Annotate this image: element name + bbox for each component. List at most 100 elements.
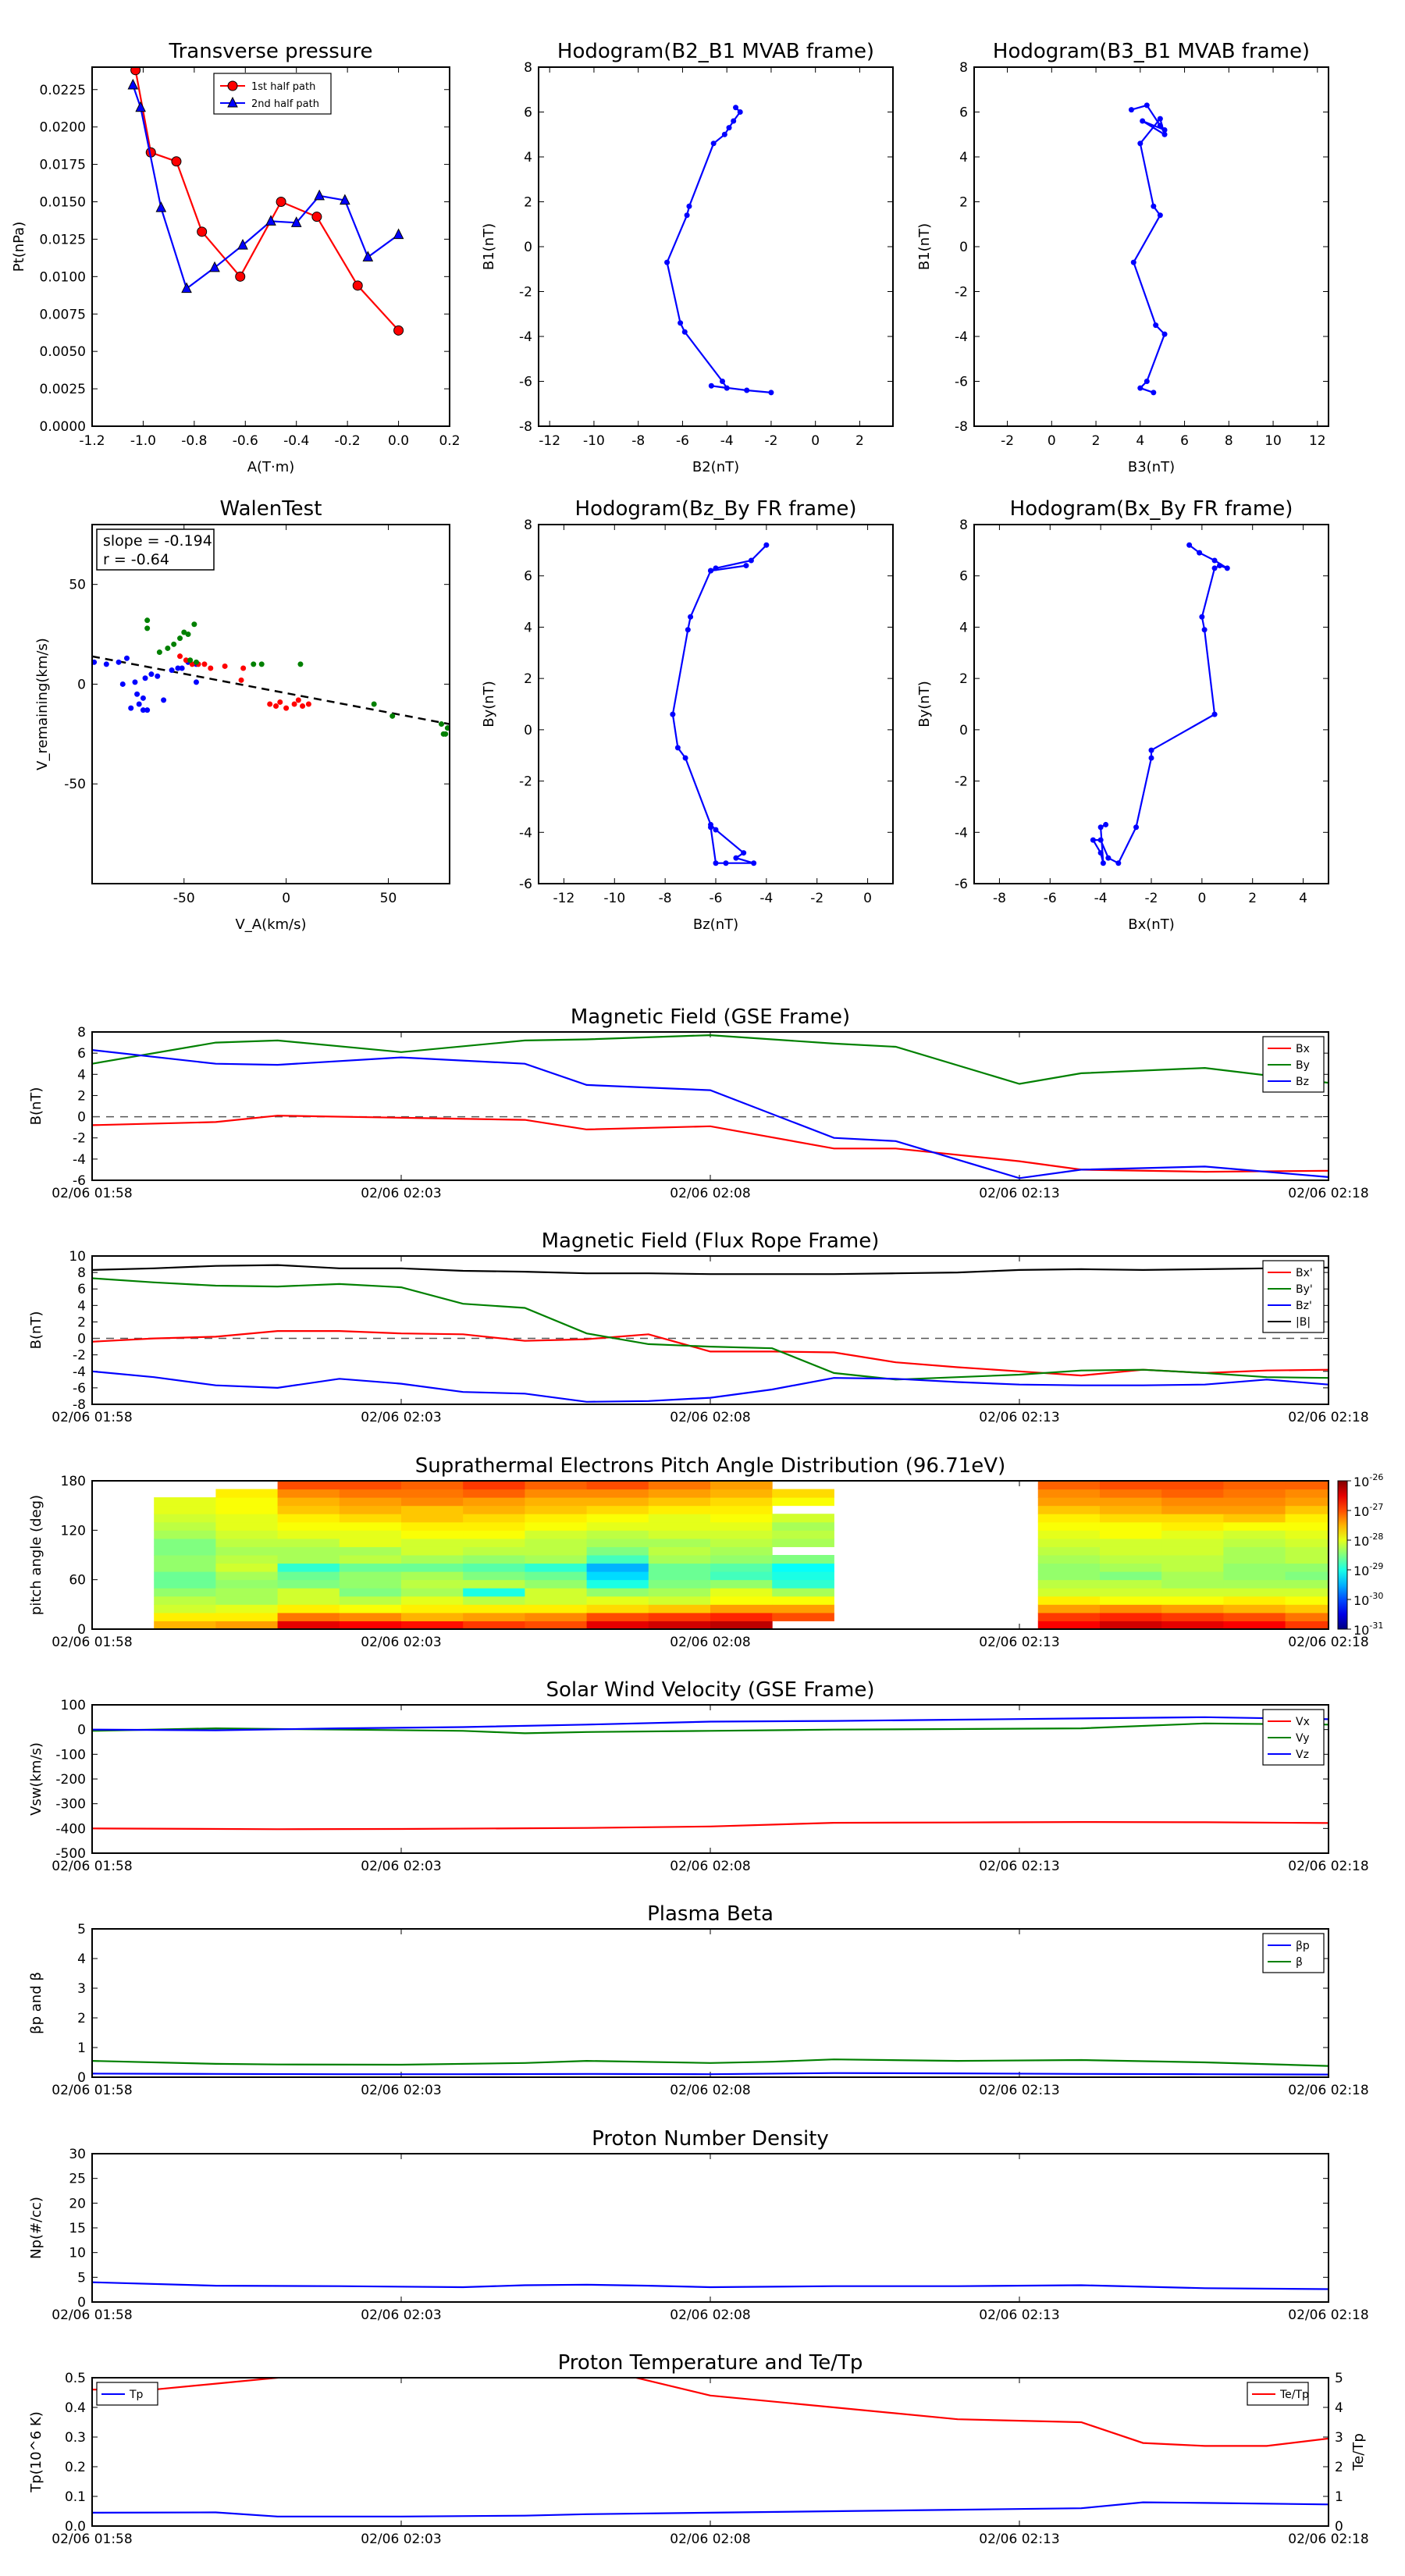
series-line-1: [92, 1277, 1329, 1381]
y-axis-label: Vsw(km/s): [28, 1742, 44, 1816]
heatmap-cell: [215, 1538, 279, 1547]
heatmap-cell: [154, 1612, 216, 1621]
data-point: [393, 325, 404, 336]
heatmap-cell: [215, 1588, 279, 1597]
heatmap-cell: [401, 1546, 464, 1556]
colorbar-exponent: -28: [1369, 1532, 1383, 1542]
data-point: [1100, 860, 1106, 866]
plot-frame: [91, 66, 450, 427]
y-tick-label: 0: [959, 240, 968, 255]
heatmap-cell: [710, 1521, 773, 1531]
y-tick-label: 0.0025: [40, 382, 86, 397]
data-point: [708, 824, 714, 831]
y-tick-label: 15: [69, 2221, 86, 2236]
data-point: [733, 105, 739, 111]
data-point: [1105, 855, 1112, 861]
heatmap-cell: [1285, 1546, 1329, 1556]
heatmap-cell: [1037, 1563, 1101, 1572]
y-tick-label: 0: [524, 723, 532, 738]
data-point: [185, 632, 191, 638]
data-point: [179, 665, 185, 671]
heatmap-cell: [586, 1489, 649, 1498]
heatmap-cell: [401, 1596, 464, 1605]
data-point: [273, 703, 279, 710]
legend-label: Te/Tp: [1279, 2389, 1309, 2401]
heatmap-cell: [648, 1571, 711, 1581]
heatmap-cell: [1099, 1555, 1162, 1564]
legend-label: Vx: [1296, 1716, 1310, 1728]
series-line-0: [92, 1115, 1329, 1173]
data-point: [265, 215, 276, 226]
y-tick-label: -2: [955, 285, 968, 301]
data-point: [258, 661, 265, 667]
x-tick-label: 02/06 02:03: [361, 2083, 441, 2098]
y-tick-label: 20: [69, 2196, 86, 2211]
chart-title: Solar Wind Velocity (GSE Frame): [546, 1678, 874, 1702]
data-point: [1144, 379, 1150, 384]
x-tick-label: 0.2: [439, 433, 460, 449]
x-axis-label: B2(nT): [692, 459, 739, 475]
data-point: [161, 697, 167, 703]
x-tick-label: 02/06 02:18: [1288, 1186, 1368, 1201]
heatmap-cell: [1099, 1596, 1162, 1605]
heatmap-cell: [772, 1571, 834, 1581]
data-point: [193, 659, 199, 665]
data-point: [674, 745, 681, 751]
data-point: [148, 671, 155, 678]
heatmap-cell: [1099, 1604, 1162, 1614]
heatmap-cell: [401, 1579, 464, 1589]
y-tick-label: 1: [77, 2041, 86, 2056]
x-tick-label: 02/06 02:08: [670, 2083, 750, 2098]
data-point: [1128, 107, 1134, 113]
heatmap-cell: [215, 1530, 279, 1539]
data-point: [744, 387, 750, 393]
data-point: [1103, 821, 1109, 827]
heatmap-cell: [648, 1563, 711, 1572]
heatmap-cell: [648, 1514, 711, 1523]
y-axis-label: B1(nT): [916, 223, 933, 270]
x-tick-label: 02/06 02:08: [670, 2532, 750, 2547]
data-point: [134, 691, 140, 697]
heatmap-cell: [525, 1555, 588, 1564]
data-point: [444, 725, 450, 731]
heatmap-cell: [586, 1571, 649, 1581]
heatmap-cell: [277, 1538, 340, 1547]
heatmap-cell: [1285, 1505, 1329, 1514]
x-tick-label: -2: [810, 891, 823, 906]
data-point: [171, 156, 182, 167]
chart-title: Proton Temperature and Te/Tp: [558, 2351, 863, 2375]
heatmap-cell: [648, 1497, 711, 1507]
plot-frame: [91, 524, 450, 884]
heatmap-cell: [710, 1596, 773, 1605]
data-point: [1186, 542, 1193, 548]
heatmap-cell: [1099, 1612, 1162, 1621]
x-tick-label: 02/06 01:58: [52, 1859, 132, 1874]
y-tick-label: -2: [519, 774, 532, 790]
y-tick-label: 8: [524, 60, 532, 76]
y-tick-label-right: 5: [1335, 2371, 1343, 2386]
y-tick-label: 0: [524, 240, 532, 255]
legend-marker: [227, 80, 238, 91]
y-tick-label: 2: [959, 195, 968, 211]
data-point: [276, 197, 286, 207]
colorbar-exponent: -30: [1369, 1591, 1383, 1601]
heatmap-cell: [463, 1604, 525, 1614]
heatmap-cell: [401, 1604, 464, 1614]
heatmap-cell: [710, 1604, 773, 1614]
legend-label: Bx: [1296, 1043, 1310, 1055]
x-tick-label: 0: [1048, 433, 1056, 449]
y-tick-label: -2: [955, 774, 968, 790]
data-point: [737, 109, 743, 115]
data-point: [291, 701, 297, 707]
legend-label: |B|: [1296, 1316, 1311, 1329]
data-point: [1157, 212, 1163, 219]
heatmap-cell: [401, 1505, 464, 1514]
x-tick-label: 02/06 02:13: [979, 2307, 1059, 2323]
data-point: [116, 659, 122, 665]
data-point: [1148, 755, 1154, 761]
data-point: [127, 78, 139, 90]
heatmap-cell: [463, 1579, 525, 1589]
heatmap-cell: [215, 1497, 279, 1507]
x-tick-label: 0.0: [388, 433, 409, 449]
plot-area: [664, 105, 774, 396]
